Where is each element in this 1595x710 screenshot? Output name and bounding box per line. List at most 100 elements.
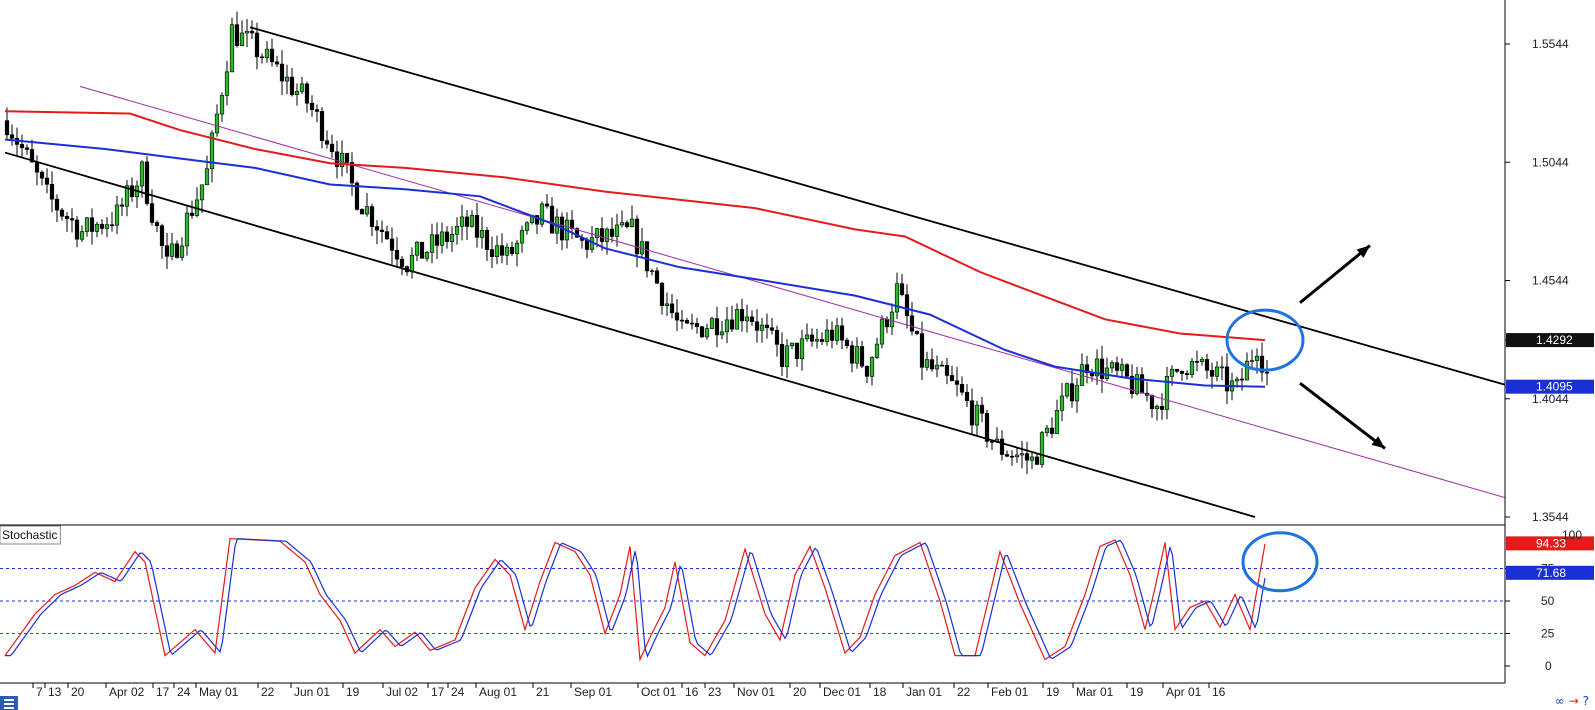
candle-body <box>704 328 710 338</box>
candle-body <box>1149 395 1155 409</box>
candle-body <box>774 329 780 345</box>
x-tick-label: 19 <box>346 685 360 699</box>
candle-body <box>1224 366 1230 392</box>
candle-body <box>59 209 65 217</box>
candle-body <box>929 359 935 370</box>
price-tag-red-ma-label: 1.4292 <box>1536 333 1573 347</box>
arrow-icon[interactable]: → <box>1568 694 1579 708</box>
y-tick-label: 1.3544 <box>1532 510 1569 524</box>
candle-body <box>1039 432 1045 465</box>
candle-body <box>4 120 10 136</box>
candle-body <box>1009 455 1015 458</box>
stoch-tag-d <box>1506 565 1594 580</box>
candle-body <box>229 24 235 73</box>
candle-body <box>1204 359 1210 371</box>
candle-body <box>1044 427 1050 433</box>
candle-body <box>644 241 650 272</box>
candle-body <box>524 222 530 231</box>
stoch-k-line <box>4 537 1266 662</box>
candle-body <box>489 249 495 257</box>
candle-body <box>479 230 485 238</box>
candle-body <box>144 161 150 204</box>
x-tick-label: 18 <box>873 685 887 699</box>
candle-body <box>829 329 835 341</box>
candle-body <box>1184 373 1190 375</box>
candle-body <box>204 168 210 186</box>
candle-body <box>354 182 360 210</box>
candle-body <box>549 205 555 234</box>
candle-body <box>894 283 900 313</box>
candle-body <box>1234 378 1240 382</box>
menu-icon[interactable] <box>0 696 18 710</box>
stoch-tick-100: 100 <box>1562 528 1582 542</box>
stochastic-panel <box>0 531 1505 662</box>
x-tick-label: 17 <box>431 685 445 699</box>
candle-body <box>519 230 525 244</box>
candle-body <box>534 215 540 225</box>
chart-tools: ∞ → ? <box>1555 694 1589 708</box>
candle-body <box>1219 366 1225 369</box>
candle-body <box>99 223 105 229</box>
channel-line-1 <box>249 26 1505 386</box>
x-tick-label: 22 <box>957 685 971 699</box>
candle-body <box>1169 368 1175 377</box>
candle-body <box>664 303 670 307</box>
y-tick-label: 1.5544 <box>1532 37 1569 51</box>
candle-body <box>429 234 435 253</box>
x-tick-label: 17 <box>156 685 170 699</box>
candle-body <box>904 294 910 317</box>
candle-body <box>384 231 390 240</box>
candle-body <box>619 222 625 226</box>
candle-body <box>739 309 745 322</box>
x-tick-label: 24 <box>177 685 191 699</box>
candle-body <box>44 177 50 185</box>
help-icon[interactable]: ? <box>1582 694 1589 708</box>
candle-body <box>104 224 110 229</box>
stoch-highlight-ellipse <box>1241 531 1319 593</box>
link-icon[interactable]: ∞ <box>1554 694 1565 708</box>
candle-body <box>1189 361 1195 375</box>
x-tick-label: 13 <box>48 685 62 699</box>
x-tick-label: Dec 01 <box>823 685 861 699</box>
candle-body <box>674 312 680 321</box>
candle-body <box>159 225 165 246</box>
candle-body <box>344 152 350 163</box>
candle-body <box>814 339 820 342</box>
x-tick-label: 21 <box>536 685 550 699</box>
candle-body <box>654 270 660 284</box>
candle-body <box>94 223 100 232</box>
candle-body <box>1049 427 1055 434</box>
candle-body <box>759 324 765 331</box>
candle-body <box>109 224 115 227</box>
candle-body <box>749 316 755 323</box>
candle-body <box>169 243 175 257</box>
candle-body <box>79 231 85 240</box>
candle-body <box>584 240 590 250</box>
candle-body <box>84 217 90 232</box>
candle-body <box>694 323 700 328</box>
candle-body <box>789 342 795 347</box>
candle-body <box>729 319 735 330</box>
candle-body <box>184 212 190 247</box>
candle-body <box>539 203 545 225</box>
candle-body <box>279 63 285 82</box>
x-tick-label: 20 <box>71 685 85 699</box>
candle-body <box>844 339 850 346</box>
candle-body <box>914 330 920 334</box>
candle-body <box>424 252 430 259</box>
candle-body <box>314 109 320 112</box>
x-tick-label: 7 <box>36 685 43 699</box>
candle-body <box>394 250 400 260</box>
candle-body <box>339 152 345 168</box>
candle-body <box>464 216 470 227</box>
candle-body <box>634 218 640 255</box>
x-tick-label: Mar 01 <box>1076 685 1114 699</box>
candle-body <box>414 241 420 256</box>
candle-body <box>469 215 475 227</box>
candle-body <box>284 76 290 82</box>
candle-body <box>484 230 490 250</box>
candle-body <box>629 218 635 228</box>
x-tick-label: Oct 01 <box>641 685 677 699</box>
candle-body <box>1074 385 1080 402</box>
candle-body <box>214 113 220 134</box>
